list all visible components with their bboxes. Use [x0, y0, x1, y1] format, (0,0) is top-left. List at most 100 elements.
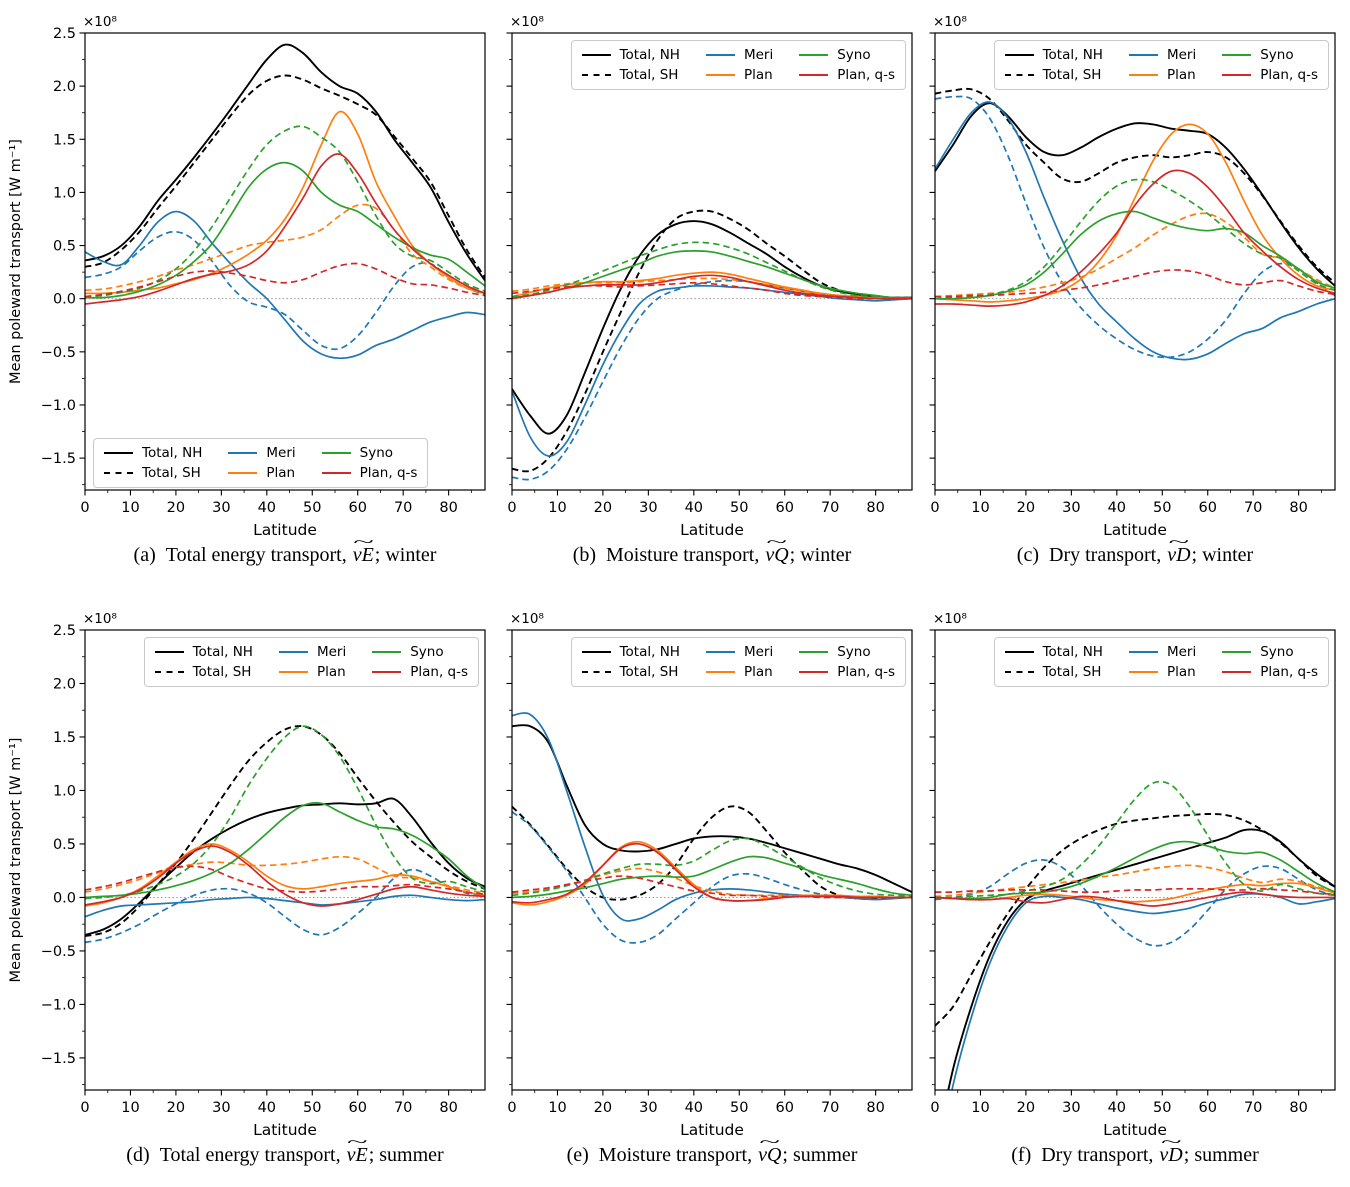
y-tick-label: −1.0	[41, 997, 76, 1013]
x-tick-label: 0	[930, 1100, 939, 1116]
legend-item-plan: Plan	[278, 664, 346, 680]
legend-line-sample-plan-q-s	[372, 671, 402, 673]
legend-item-meri: Meri	[1128, 644, 1196, 660]
legend-item-total-nh: Total, NH	[154, 644, 253, 660]
x-tick-label: 60	[1199, 1100, 1217, 1116]
subplot-e: 0 10 20 30 40 50 60 70 80 ×10⁸ Latitude	[506, 611, 913, 1139]
x-tick-label: 40	[1108, 1100, 1126, 1116]
legend-item-plan-q-s: Plan, q-s	[799, 664, 895, 680]
x-tick-label: 70	[394, 1100, 412, 1116]
x-tick-label: 10	[971, 500, 989, 516]
legend-d: Total, NH Total, SH Meri Plan Syno Plan, q-s	[143, 637, 479, 687]
caption-marker: (e)	[566, 1144, 589, 1166]
y-axis-label: Mean poleward transport [W m⁻¹]	[8, 738, 24, 983]
axes-frame	[934, 629, 1336, 1091]
legend-item-total-sh: Total, SH	[154, 664, 253, 680]
series-line-total-sh	[935, 813, 1335, 1027]
x-tick-label: 10	[971, 1100, 989, 1116]
legend-label: Plan, q-s	[1260, 664, 1318, 680]
series-line-total-nh	[85, 797, 485, 936]
legend-line-sample-plan	[1128, 74, 1158, 76]
y-tick-label: −0.5	[41, 944, 76, 960]
legend-line-sample-syno	[372, 651, 402, 653]
x-tick-label: 0	[930, 500, 939, 516]
legend-label: Meri	[1166, 47, 1197, 63]
series-line-total-sh	[935, 87, 1335, 284]
widetilde-glyph: ~	[759, 1134, 781, 1152]
series-line-meri-nh	[85, 210, 485, 360]
x-tick-label: 50	[730, 500, 748, 516]
legend-item-syno: Syno	[799, 644, 895, 660]
legend-e: Total, NH Total, SH Meri Plan Syno Plan, q-s	[570, 637, 906, 687]
legend-a: Total, NH Total, SH Meri Plan Syno Plan, q-s	[93, 438, 429, 488]
caption-variable: ~ vE	[346, 1134, 368, 1166]
series-line-meri-nh	[935, 101, 1335, 361]
legend-item-total-sh: Total, SH	[1004, 67, 1103, 83]
y-tick-label: 1.5	[53, 730, 76, 746]
caption-a: (a) Total energy transport, ~ vE; winter	[133, 534, 437, 566]
legend-item-plan: Plan	[705, 664, 773, 680]
legend-line-sample-total-sh	[1004, 671, 1034, 673]
series-line-total-sh	[512, 805, 912, 901]
legend-item-total-nh: Total, NH	[581, 644, 680, 660]
legend-line-sample-meri	[705, 651, 735, 653]
series-line-syno-nh	[85, 161, 485, 299]
legend-label: Syno	[410, 644, 444, 660]
caption-marker: (d)	[126, 1144, 150, 1166]
series-line-plan-nh	[85, 110, 485, 295]
x-tick-label: 0	[507, 1100, 516, 1116]
x-tick-label: 40	[258, 1100, 276, 1116]
legend-item-meri: Meri	[705, 47, 773, 63]
x-tick-label: 40	[685, 1100, 703, 1116]
y-tick-label: 0.5	[53, 239, 76, 255]
x-tick-label: 30	[212, 1100, 230, 1116]
series-line-plan-sh	[85, 855, 485, 894]
series-line-total-nh	[85, 43, 485, 282]
legend-item-plan: Plan	[705, 67, 773, 83]
legend-label: Plan, q-s	[837, 67, 895, 83]
legend-line-sample-plan	[228, 472, 258, 474]
legend-label: Total, NH	[619, 47, 680, 63]
y-tick-label: 0.0	[53, 890, 76, 906]
legend-line-sample-syno	[321, 452, 351, 454]
caption-b: (b) Moisture transport, ~ vQ; winter	[572, 534, 852, 566]
legend-label: Syno	[837, 644, 871, 660]
y-tick-label: −0.5	[41, 345, 76, 361]
subplot-c: 0 10 20 30 40 50 60 70 80 ×10⁸ Latitude	[929, 14, 1336, 539]
y-tick-label: 0.0	[53, 292, 76, 308]
x-axis-label: Latitude	[253, 1121, 317, 1139]
x-tick-label: 70	[394, 500, 412, 516]
x-axis-label: Latitude	[680, 521, 744, 539]
subplot-a: 0 10 20 30 40 50 60 70 80 2.5 2.0 1.5 1.0 0.5 0.0 −0.5 −…	[8, 14, 486, 539]
y-tick-label: 0.5	[53, 837, 76, 853]
series-line-meri-nh	[85, 894, 485, 918]
legend-line-sample-total-nh	[104, 452, 133, 454]
legend-line-sample-meri	[1128, 54, 1158, 56]
legend-item-plan: Plan	[1128, 664, 1196, 680]
series-line-plan-q-s-sh	[85, 865, 485, 896]
legend-label: Total, NH	[1042, 47, 1103, 63]
series-line-plan-q-s-sh	[935, 269, 1335, 298]
x-tick-label: 0	[80, 500, 89, 516]
widetilde-glyph: ~	[352, 534, 374, 552]
legend-line-sample-plan	[278, 671, 308, 673]
legend-line-sample-total-sh	[154, 671, 184, 673]
series-line-meri-sh	[935, 858, 1335, 947]
series-line-syno-sh	[935, 780, 1335, 899]
subplot-f: 0 10 20 30 40 50 60 70 80 ×10⁸ Latitude	[929, 611, 1336, 1139]
legend-line-sample-syno	[799, 651, 829, 653]
legend-label: Plan, q-s	[410, 664, 468, 680]
legend-label: Plan	[1166, 664, 1196, 680]
legend-line-sample-meri	[278, 651, 308, 653]
axes-frame	[511, 32, 913, 491]
series-line-plan-q-s-sh	[512, 875, 912, 899]
x-tick-label: 20	[1017, 1100, 1035, 1116]
legend-label: Total, SH	[619, 664, 679, 680]
legend-line-sample-plan-q-s	[799, 74, 829, 76]
series-line-plan-q-s-nh	[935, 169, 1335, 307]
legend-label: Plan	[316, 664, 346, 680]
legend-label: Total, NH	[1042, 644, 1103, 660]
x-tick-label: 30	[1062, 500, 1080, 516]
caption-marker: (b)	[572, 544, 597, 566]
legend-item-plan-q-s: Plan, q-s	[321, 465, 417, 481]
